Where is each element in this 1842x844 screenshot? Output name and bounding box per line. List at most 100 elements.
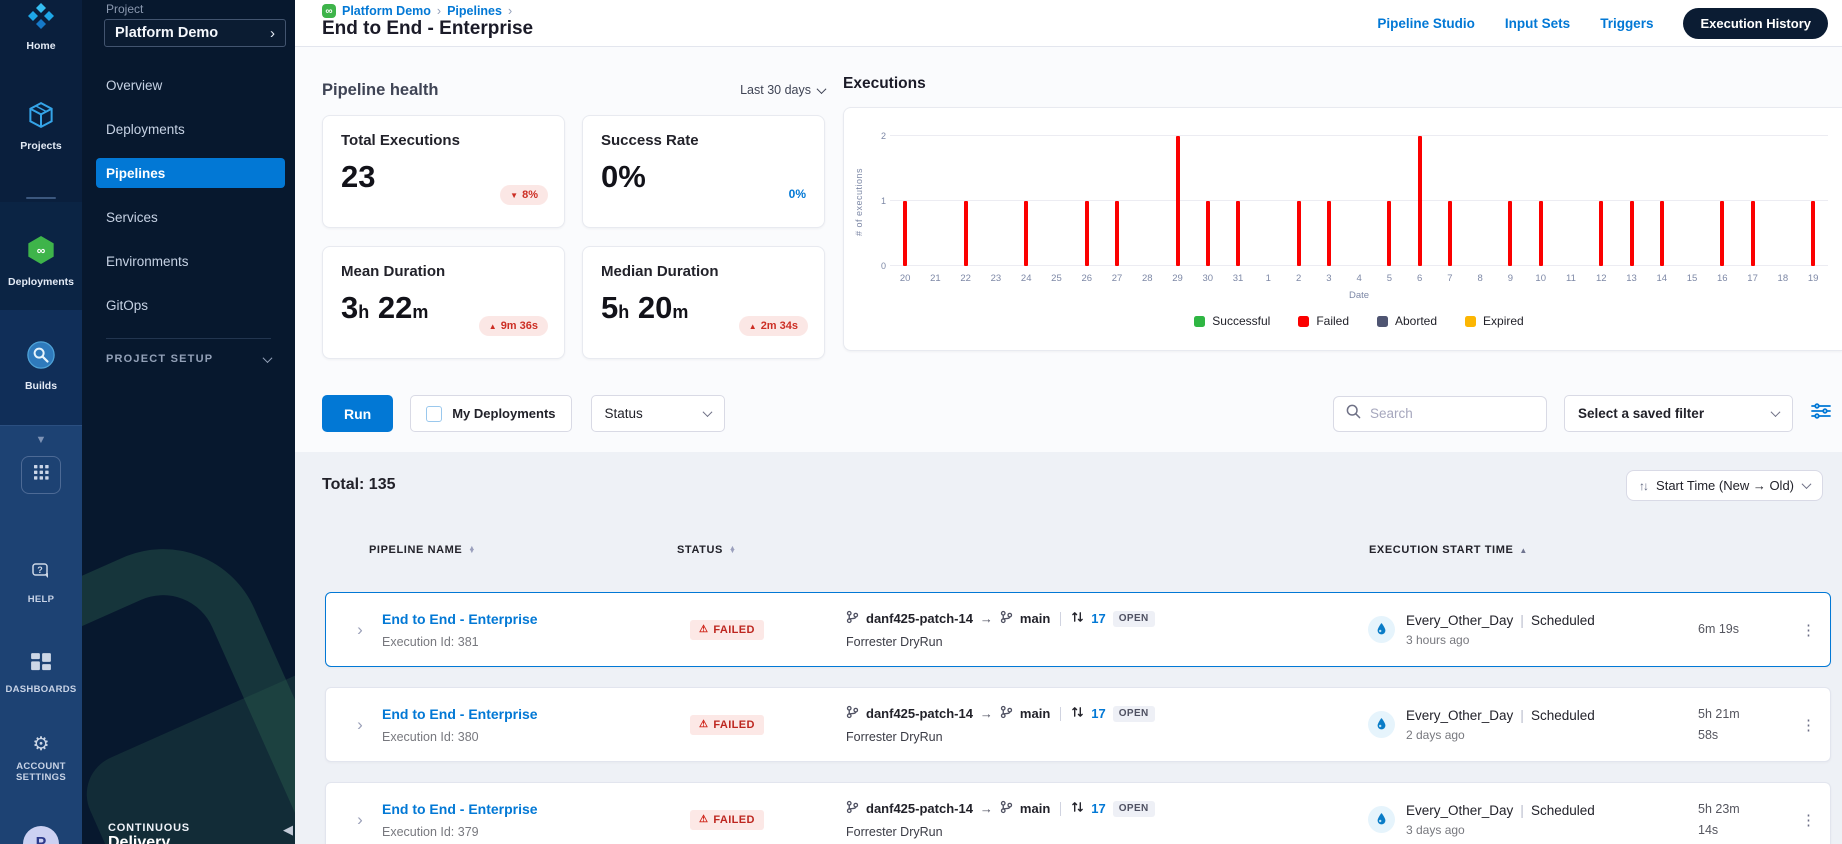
expand-chevron-icon[interactable]: › [357, 809, 363, 829]
row-menu-icon[interactable]: ⋮ [1801, 621, 1817, 639]
sidebar-item-pipelines[interactable]: Pipelines [96, 158, 285, 188]
arrow-right-icon: → [979, 706, 993, 721]
separator [1060, 801, 1062, 816]
git-branch-icon [1000, 705, 1013, 722]
scheduled-trigger-icon [1368, 616, 1395, 643]
metric-card-success-rate: Success Rate 0% 0% [582, 115, 825, 228]
source-branch: danf425-patch-14 [866, 611, 973, 626]
breadcrumb-pipelines-link[interactable]: Pipelines [447, 4, 502, 18]
source-branch: danf425-patch-14 [866, 706, 973, 721]
my-deployments-label: My Deployments [452, 406, 556, 421]
my-deployments-checkbox[interactable] [426, 405, 443, 422]
pr-state-badge: OPEN [1112, 800, 1155, 817]
header-tabs: Pipeline Studio Input Sets Triggers Exec… [1377, 0, 1828, 47]
saved-filter-dropdown[interactable]: Select a saved filter [1564, 395, 1793, 432]
status-dropdown[interactable]: Status [590, 395, 725, 432]
nav-help-label: HELP [27, 594, 55, 605]
chart-bar [1659, 201, 1664, 266]
git-branch-icon [846, 800, 859, 817]
sidebar-item-services[interactable]: Services [106, 209, 158, 225]
tab-triggers[interactable]: Triggers [1600, 16, 1654, 31]
sidebar-item-gitops[interactable]: GitOps [106, 297, 149, 313]
project-setup-section[interactable]: PROJECT SETUP [106, 352, 273, 365]
metric-value: 23 [341, 159, 376, 194]
gear-icon: ⚙ [32, 734, 50, 755]
chart-bar [1538, 201, 1543, 266]
expand-chevron-icon[interactable]: › [357, 714, 363, 734]
project-selector[interactable]: Platform Demo › [104, 19, 286, 47]
tab-execution-history[interactable]: Execution History [1683, 8, 1828, 39]
row-menu-icon[interactable]: ⋮ [1801, 716, 1817, 734]
column-pipeline-name[interactable]: PIPELINE NAME ▲ ▼ [369, 544, 476, 556]
nav-builds[interactable]: Builds [0, 340, 82, 393]
metric-label: Median Duration [601, 263, 719, 280]
row-menu-icon[interactable]: ⋮ [1801, 811, 1817, 829]
rail-expand-chevron-icon[interactable]: ▼ [35, 434, 47, 446]
status-badge: ⚠ FAILED [690, 809, 764, 830]
sidebar-item-deployments[interactable]: Deployments [106, 121, 185, 137]
pull-request-icon [1071, 800, 1084, 817]
column-execution-start-time[interactable]: EXECUTION START TIME ▲ [1369, 544, 1528, 556]
nav-account-settings[interactable]: ⚙ ACCOUNT SETTINGS [0, 733, 82, 784]
pipeline-name-link[interactable]: End to End - Enterprise [382, 800, 538, 817]
run-button[interactable]: Run [322, 395, 394, 432]
chart-bar [963, 201, 968, 266]
dashboards-icon [30, 652, 52, 679]
nav-dashboards[interactable]: DASHBOARDS [0, 652, 82, 695]
filter-sliders-icon[interactable] [1810, 401, 1832, 426]
sort-dropdown[interactable]: ↑↓ Start Time (New → Old) [1626, 470, 1823, 501]
tab-input-sets[interactable]: Input Sets [1504, 16, 1571, 31]
sidebar-menu: Overview Deployments Pipelines Services … [82, 70, 295, 365]
my-deployments-filter[interactable]: My Deployments [410, 395, 572, 432]
rail-bottom-band [0, 425, 82, 844]
pr-number-link[interactable]: 17 [1091, 611, 1106, 626]
chevron-down-icon [1801, 479, 1812, 490]
separator: | [1520, 612, 1524, 628]
nav-help[interactable]: ? HELP [0, 562, 82, 605]
pr-state-badge: OPEN [1112, 705, 1155, 722]
git-branch-icon [846, 610, 859, 627]
time-range-select[interactable]: Last 30 days [740, 83, 827, 97]
column-status[interactable]: STATUS ▲ ▼ [677, 544, 737, 556]
nav-deployments[interactable]: ∞ Deployments [0, 234, 82, 289]
project-sidebar: Project Platform Demo › Overview Deploym… [82, 0, 295, 844]
tab-pipeline-studio[interactable]: Pipeline Studio [1377, 16, 1475, 31]
search-box[interactable] [1333, 395, 1547, 432]
pr-number-link[interactable]: 17 [1091, 801, 1106, 816]
nav-projects[interactable]: Projects [0, 100, 82, 153]
user-avatar[interactable]: P [23, 826, 59, 844]
module-tag: CONTINUOUS Delivery [108, 822, 190, 844]
metric-card-total-executions: Total Executions 23 ▼ 8% [322, 115, 565, 228]
execution-row[interactable]: › End to End - Enterprise Execution Id: … [325, 687, 1831, 762]
target-branch: main [1019, 611, 1051, 626]
expand-chevron-icon[interactable]: › [357, 619, 363, 639]
breadcrumb-project-link[interactable]: Platform Demo [342, 4, 431, 18]
chevron-down-icon [702, 407, 712, 418]
pipeline-name-link[interactable]: End to End - Enterprise [382, 610, 538, 627]
pr-number-link[interactable]: 17 [1091, 706, 1106, 721]
separator: | [1520, 707, 1524, 723]
sidebar-collapse-icon[interactable]: ◀ [283, 822, 293, 837]
commit-note: Forrester DryRun [846, 825, 943, 839]
trend-up-icon: ▲ [488, 321, 497, 331]
sidebar-item-environments[interactable]: Environments [106, 253, 189, 269]
builds-icon [26, 340, 56, 375]
rail-divider [26, 197, 56, 199]
execution-row[interactable]: › End to End - Enterprise Execution Id: … [325, 592, 1831, 667]
sidebar-item-overview[interactable]: Overview [106, 77, 163, 93]
chart-x-axis-ticks: 20 21 22 23 24 25 26 27 28 29 30 31 1 2 3 4 5 6 7 8 9 10 11 12 1… [899, 273, 1819, 284]
search-input[interactable] [1370, 406, 1520, 421]
executions-rows: › End to End - Enterprise Execution Id: … [325, 592, 1831, 844]
table-header: PIPELINE NAME ▲ ▼ STATUS ▲ ▼ EXECUTION STA… [325, 544, 1831, 556]
pipeline-name-link[interactable]: End to End - Enterprise [382, 705, 538, 722]
nav-home[interactable]: Home [0, 2, 82, 53]
arrow-right-icon: → [979, 611, 993, 626]
source-branch: danf425-patch-14 [866, 801, 973, 816]
sort-both-icon: ▲ ▼ [728, 544, 737, 555]
apps-grid-icon [33, 465, 49, 485]
module-picker-button[interactable] [21, 456, 61, 494]
execution-row[interactable]: › End to End - Enterprise Execution Id: … [325, 782, 1831, 844]
metric-label: Success Rate [601, 132, 699, 149]
chart-x-axis-label: Date [1348, 290, 1370, 301]
